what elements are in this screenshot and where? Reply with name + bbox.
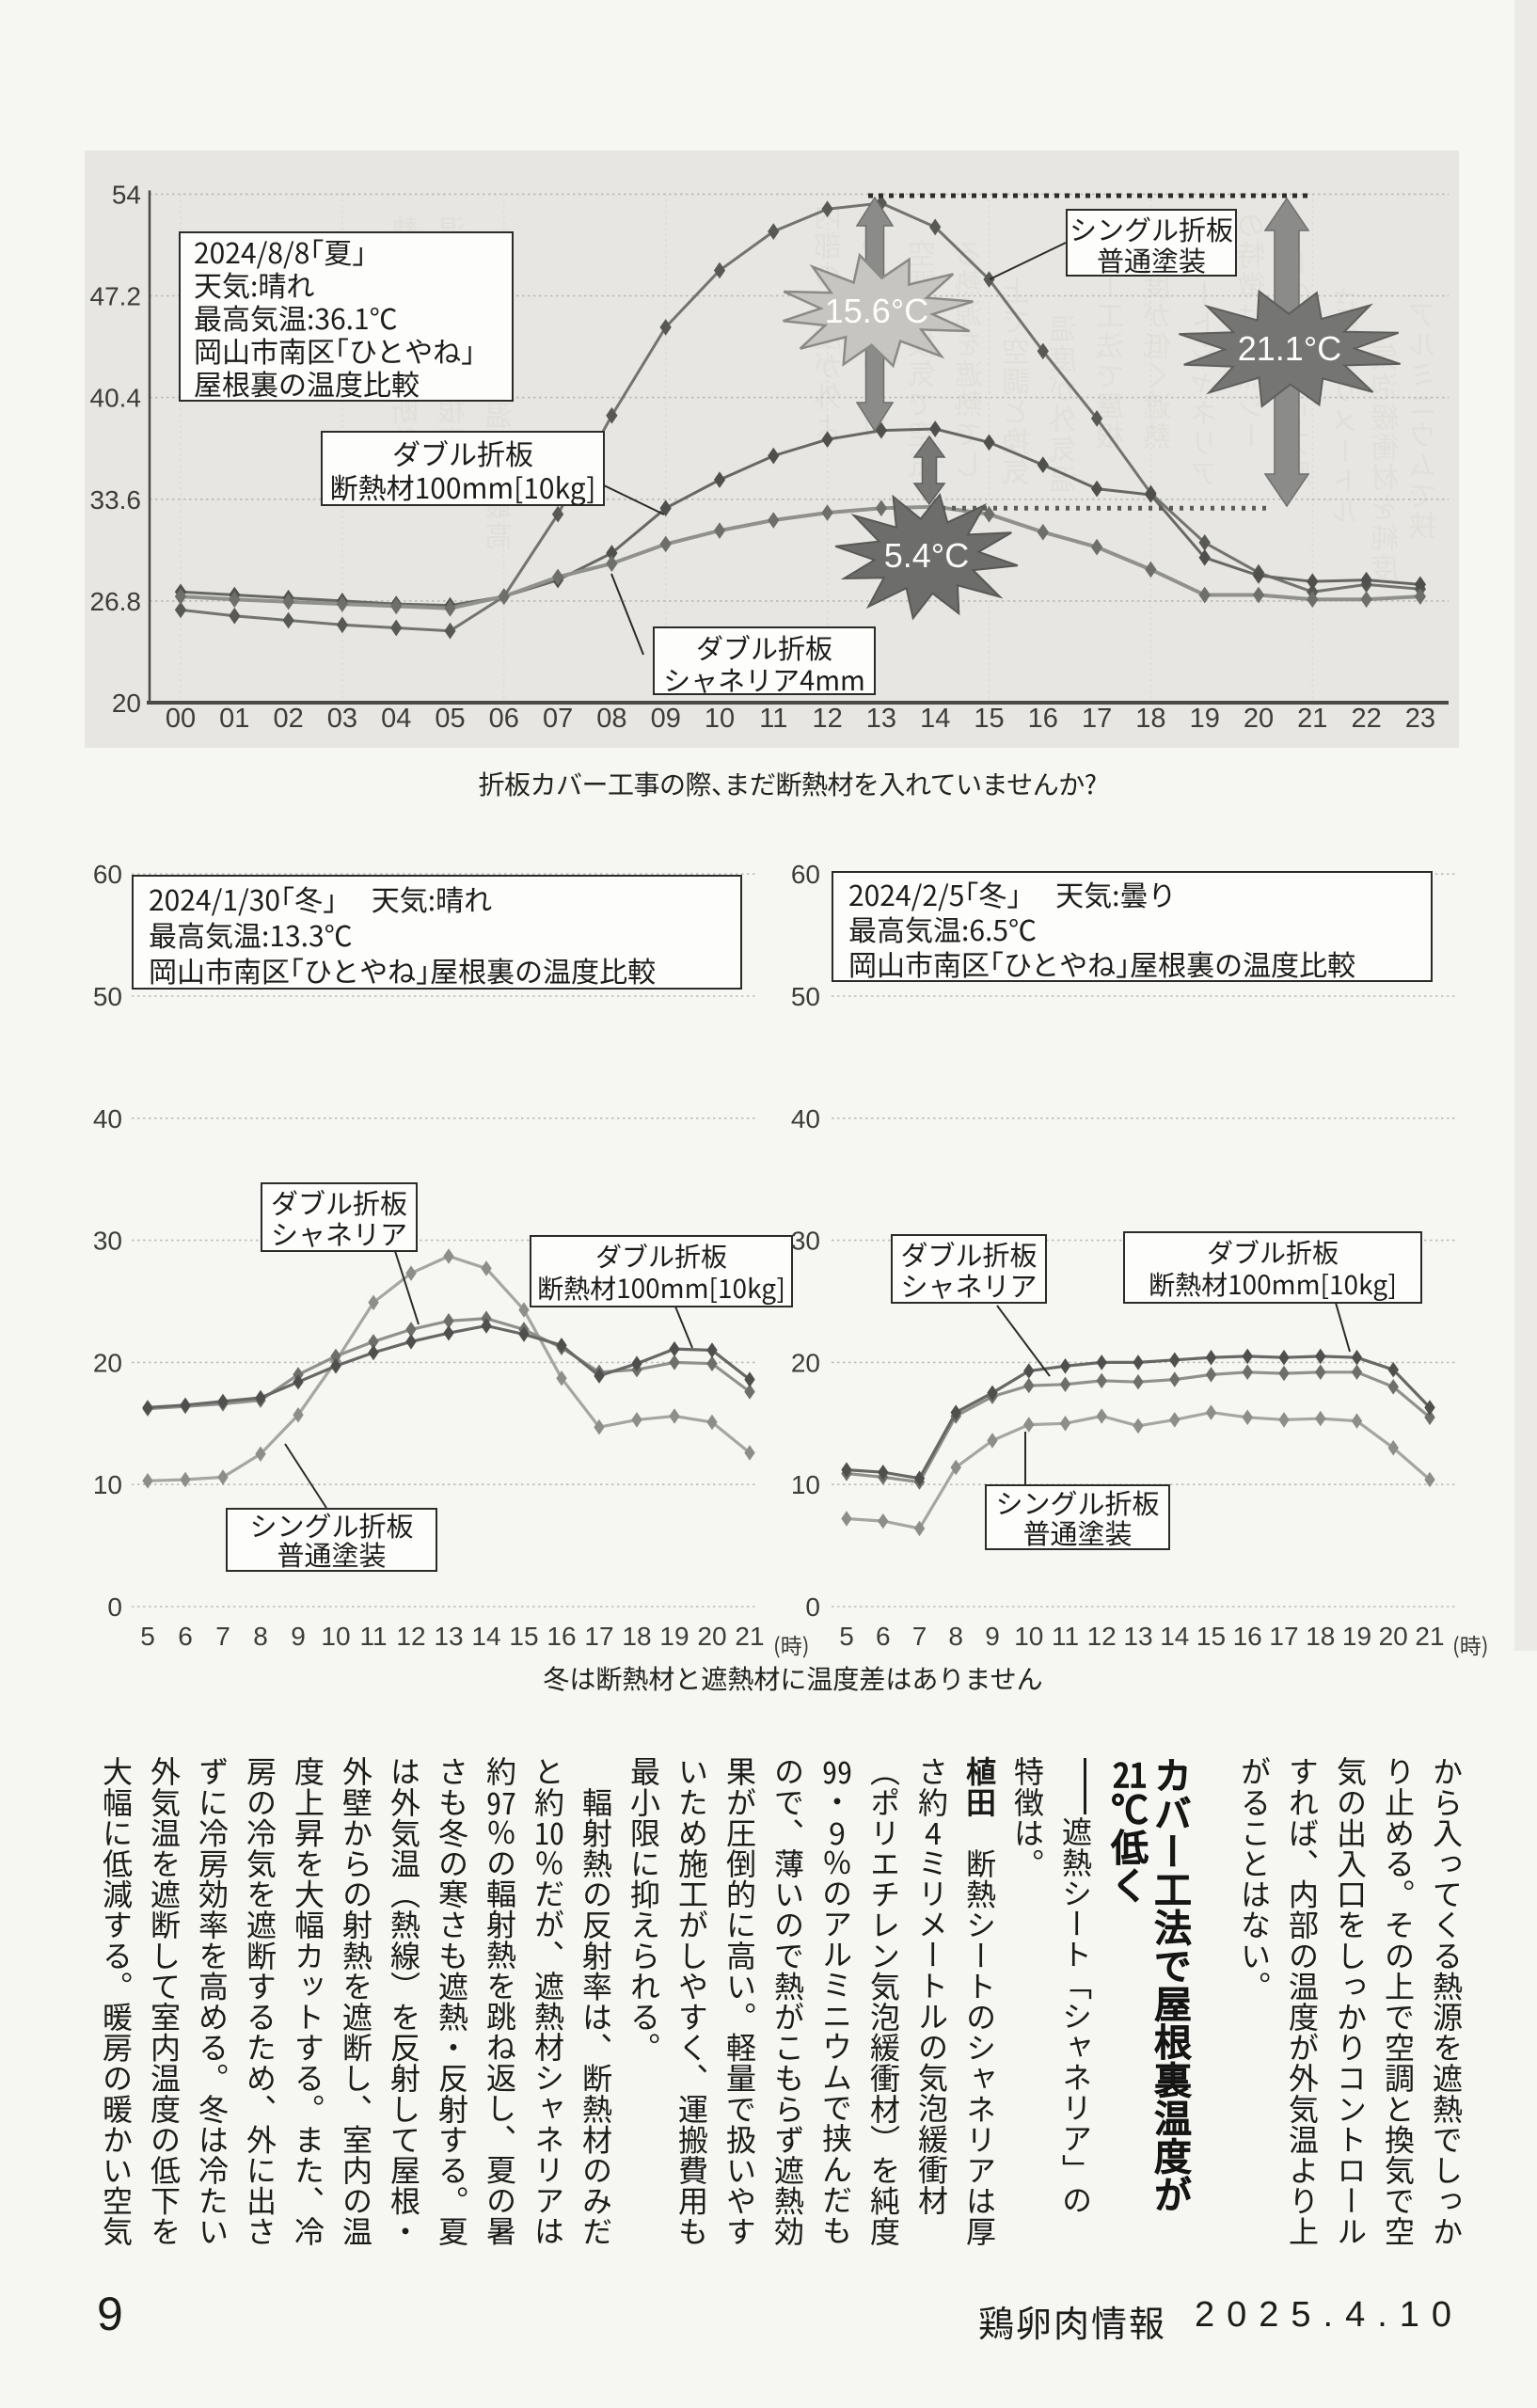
svg-text:21.1°C: 21.1°C [1238, 329, 1341, 368]
svg-text:11: 11 [759, 704, 787, 734]
svg-text:21: 21 [1297, 704, 1327, 734]
svg-text:16: 16 [547, 1622, 576, 1651]
svg-text:9: 9 [291, 1622, 306, 1651]
svg-text:03: 03 [327, 704, 357, 734]
svg-text:18: 18 [1135, 704, 1165, 734]
svg-text:10: 10 [321, 1622, 350, 1651]
svg-text:20: 20 [791, 1348, 820, 1377]
svg-text:01: 01 [219, 704, 249, 734]
svg-text:7: 7 [215, 1622, 230, 1651]
svg-text:0: 0 [805, 1592, 820, 1622]
svg-text:19: 19 [659, 1622, 689, 1651]
svg-text:5: 5 [140, 1622, 155, 1651]
svg-text:14: 14 [1160, 1622, 1189, 1651]
svg-text:17: 17 [584, 1622, 613, 1651]
svg-text:20: 20 [1379, 1622, 1408, 1651]
svg-text:21: 21 [1415, 1622, 1444, 1651]
svg-text:06: 06 [489, 704, 519, 734]
svg-text:16: 16 [1233, 1622, 1262, 1651]
svg-text:17: 17 [1269, 1622, 1298, 1651]
svg-text:9: 9 [985, 1622, 1000, 1651]
svg-text:16: 16 [1028, 704, 1058, 734]
svg-text:11: 11 [1052, 1622, 1079, 1651]
svg-text:15: 15 [974, 704, 1004, 734]
svg-text:20: 20 [93, 1348, 122, 1377]
svg-text:20: 20 [1244, 704, 1274, 734]
svg-text:40: 40 [791, 1104, 820, 1133]
svg-text:21: 21 [735, 1622, 764, 1651]
svg-text:26.8: 26.8 [90, 587, 142, 616]
svg-text:30: 30 [791, 1227, 820, 1256]
svg-text:6: 6 [178, 1622, 193, 1651]
svg-text:30: 30 [93, 1227, 122, 1256]
svg-text:6: 6 [876, 1622, 891, 1651]
svg-text:15.6°C: 15.6°C [825, 292, 928, 330]
svg-text:11: 11 [359, 1622, 387, 1651]
svg-text:18: 18 [1306, 1622, 1335, 1651]
svg-text:05: 05 [435, 704, 465, 734]
svg-text:8: 8 [253, 1622, 268, 1651]
svg-text:5: 5 [839, 1622, 854, 1651]
svg-text:19: 19 [1190, 704, 1220, 734]
svg-text:10: 10 [93, 1470, 122, 1499]
svg-text:10: 10 [791, 1470, 820, 1499]
svg-text:12: 12 [812, 704, 842, 734]
svg-text:10: 10 [705, 704, 735, 734]
svg-text:50: 50 [791, 982, 820, 1011]
svg-text:10: 10 [1014, 1622, 1043, 1651]
svg-text:09: 09 [651, 704, 681, 734]
svg-text:22: 22 [1351, 704, 1381, 734]
svg-text:60: 60 [791, 860, 820, 889]
svg-text:14: 14 [920, 704, 950, 734]
svg-text:19: 19 [1342, 1622, 1371, 1651]
svg-text:13: 13 [434, 1622, 463, 1651]
svg-text:5.4°C: 5.4°C [884, 536, 969, 575]
svg-text:00: 00 [166, 704, 196, 734]
svg-text:14: 14 [471, 1622, 500, 1651]
svg-text:08: 08 [596, 704, 626, 734]
svg-text:20: 20 [697, 1622, 726, 1651]
svg-text:17: 17 [1082, 704, 1112, 734]
svg-text:07: 07 [543, 704, 573, 734]
svg-text:60: 60 [93, 860, 122, 889]
svg-text:40: 40 [93, 1104, 122, 1133]
svg-text:8: 8 [948, 1622, 963, 1651]
svg-text:7: 7 [912, 1622, 927, 1651]
svg-text:20: 20 [112, 689, 141, 718]
svg-text:47.2: 47.2 [90, 282, 142, 311]
svg-text:18: 18 [622, 1622, 651, 1651]
svg-text:04: 04 [381, 704, 411, 734]
svg-text:12: 12 [396, 1622, 425, 1651]
svg-text:02: 02 [273, 704, 303, 734]
svg-text:13: 13 [866, 704, 896, 734]
svg-text:13: 13 [1123, 1622, 1152, 1651]
svg-text:15: 15 [509, 1622, 538, 1651]
svg-text:50: 50 [93, 982, 122, 1011]
svg-text:12: 12 [1087, 1622, 1117, 1651]
svg-text:15: 15 [1196, 1622, 1226, 1651]
svg-text:23: 23 [1405, 704, 1435, 734]
svg-text:0: 0 [107, 1592, 122, 1622]
svg-text:40.4: 40.4 [90, 384, 142, 413]
svg-text:33.6: 33.6 [90, 485, 142, 515]
svg-text:54: 54 [112, 180, 141, 209]
